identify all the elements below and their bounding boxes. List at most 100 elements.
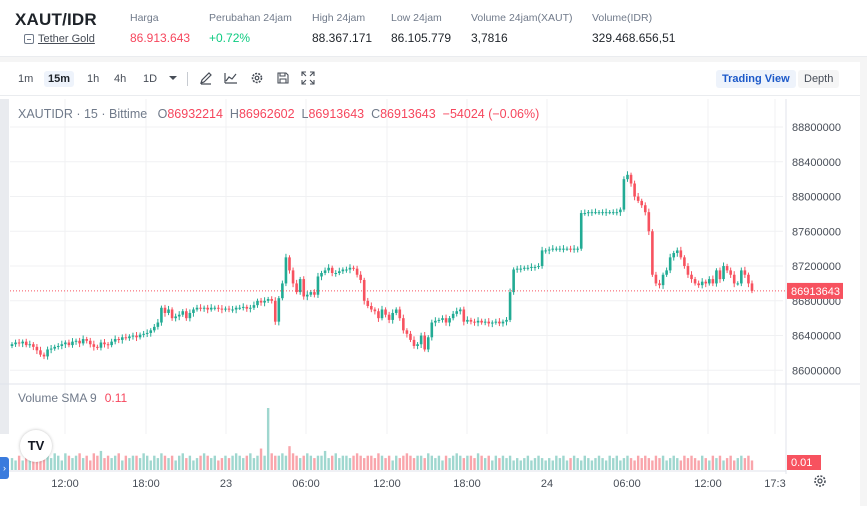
candle-body [523,267,526,269]
volume-bar [562,455,565,470]
candle-body [252,305,256,308]
candle-body [192,309,195,313]
volume-bar [277,455,281,470]
timeframe-1m[interactable]: 1m [18,73,34,85]
volume-bar [227,458,231,470]
candle-body [572,248,576,250]
candle-body [544,250,547,252]
volume-bar [284,455,288,470]
candle-body [629,174,633,184]
candle-body [313,292,316,295]
candle-body [284,257,288,284]
volume-bar [53,453,56,470]
volume-bar [736,458,739,470]
volume-bar [135,455,138,470]
volume-bar [498,458,501,470]
x-tick-label: 18:00 [453,478,481,490]
candle-body [323,270,327,273]
volume-bar [256,455,259,470]
depth-button[interactable]: Depth [798,70,840,88]
candle-body [131,335,135,337]
expand-toolbar-button[interactable]: › [0,457,9,479]
candle-body [587,212,590,214]
line-chart-icon[interactable] [224,71,238,85]
candle-body [530,266,533,268]
price-chart[interactable]: 88800000 88400000 88000000 87600000 87200000… [0,99,860,506]
candle-body [519,268,523,270]
candle-body [551,248,555,250]
volume-bar [266,408,270,470]
candle-body [398,309,402,319]
volume-bar [106,455,110,470]
volume-bar [437,455,441,470]
candle-body [28,344,32,346]
candle-body [163,307,167,313]
volume-bar [434,458,437,470]
chevron-down-icon[interactable] [166,71,180,85]
candle-body [732,274,736,284]
candle-body [622,179,626,210]
volume-bar [515,458,519,470]
volume-bar [163,455,167,470]
candle-body [220,308,224,310]
gear-icon[interactable] [250,71,264,85]
y-tick-label: 88000000 [792,192,841,204]
save-icon[interactable] [276,71,290,85]
pair-name-link[interactable]: Tether Gold [24,33,95,45]
volume-bar [462,458,466,470]
volume-bar [131,455,135,470]
candle-body [195,307,199,310]
volume-bar [636,455,640,470]
candle-body [135,335,138,338]
candle-body [697,283,700,286]
timeframe-4h[interactable]: 4h [114,73,127,85]
volume-bar [14,460,17,470]
candle-body [480,320,483,323]
candle-body [181,311,185,315]
stat-label: Low 24jam [391,12,442,24]
volume-bar [697,460,700,470]
candle-body [441,318,444,320]
volume-bar [334,453,337,470]
volume-bar [555,455,558,470]
trading-view-button[interactable]: Trading View [716,70,796,88]
candle-body [217,307,220,309]
volume-bar [519,460,522,470]
candle-body [167,309,170,313]
candle-body [341,269,345,272]
candle-body [153,326,156,331]
candle-body [103,342,106,345]
volume-bar [580,460,583,470]
candle-body [708,279,711,284]
volume-bar [683,455,686,470]
candle-body [547,249,551,251]
candle-body [704,281,708,284]
candle-body [540,250,544,267]
candle-body [636,196,640,201]
timeframe-15m[interactable]: 15m [44,71,75,87]
candle-body [512,269,515,293]
y-tick-label: 88800000 [792,122,841,134]
volume-bar [512,460,515,470]
fullscreen-icon[interactable] [301,71,315,85]
volume-bar [480,455,483,470]
chart-settings-icon[interactable] [813,474,827,488]
candle-body [715,270,718,284]
timeframe-1h[interactable]: 1h [87,73,100,85]
timeframe-1d[interactable]: 1D [143,73,158,85]
volume-bar [487,455,490,470]
chart-area[interactable]: 88800000 88400000 88000000 87600000 87200000… [0,99,860,506]
candle-body [345,269,348,271]
tradingview-logo[interactable]: TV [20,430,52,462]
volume-bar [526,455,530,470]
volume-bar [594,458,597,470]
pair-name: Tether Gold [38,33,95,45]
volume-bar [338,458,341,470]
y-tick-label: 86000000 [792,365,841,377]
pencil-icon[interactable] [199,71,213,85]
candle-body [700,281,704,286]
candle-body [56,345,60,347]
candle-body [270,299,274,301]
candle-body [740,270,743,284]
volume-bar [476,453,480,470]
